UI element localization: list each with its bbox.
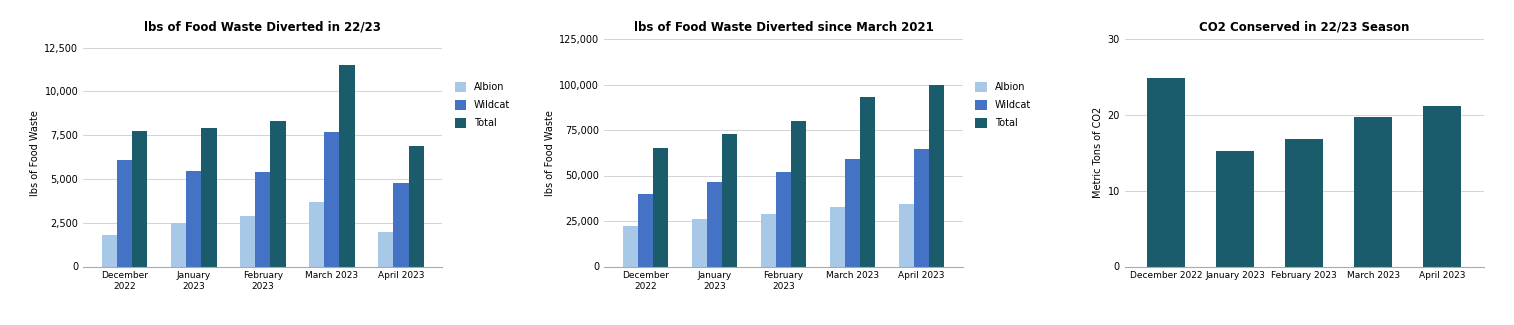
Y-axis label: Metric Tons of CO2: Metric Tons of CO2 <box>1093 107 1104 198</box>
Bar <box>309 202 324 266</box>
Bar <box>830 207 845 266</box>
Bar <box>101 235 117 266</box>
Bar <box>241 216 256 266</box>
Bar <box>692 219 707 266</box>
Bar <box>653 148 668 266</box>
Bar <box>256 172 271 266</box>
Bar <box>171 223 186 266</box>
Bar <box>1354 117 1393 266</box>
Title: lbs of Food Waste Diverted since March 2021: lbs of Food Waste Diverted since March 2… <box>634 21 933 34</box>
Bar <box>186 171 201 266</box>
Title: CO2 Conserved in 22/23 Season: CO2 Conserved in 22/23 Season <box>1199 21 1410 34</box>
Bar <box>409 146 424 266</box>
Bar <box>201 128 217 266</box>
Bar <box>914 149 930 266</box>
Legend: Albion, Wildcat, Total: Albion, Wildcat, Total <box>451 78 515 132</box>
Bar <box>792 121 807 266</box>
Bar <box>707 182 722 266</box>
Bar <box>930 85 945 266</box>
Bar <box>394 183 409 266</box>
Legend: Albion, Wildcat, Total: Albion, Wildcat, Total <box>972 78 1036 132</box>
Bar <box>132 131 147 266</box>
Bar <box>1216 151 1254 266</box>
Bar <box>117 160 132 266</box>
Y-axis label: lbs of Food Waste: lbs of Food Waste <box>30 110 41 196</box>
Y-axis label: lbs of Food Waste: lbs of Food Waste <box>545 110 554 196</box>
Bar <box>378 231 394 266</box>
Bar <box>845 159 860 266</box>
Title: lbs of Food Waste Diverted in 22/23: lbs of Food Waste Diverted in 22/23 <box>144 21 382 34</box>
Bar <box>271 121 286 266</box>
Bar <box>760 214 775 266</box>
Bar <box>622 227 637 266</box>
Bar <box>775 172 792 266</box>
Bar <box>1285 139 1323 266</box>
Bar <box>637 194 653 266</box>
Bar <box>899 204 914 266</box>
Bar <box>1423 107 1461 266</box>
Bar <box>339 65 354 266</box>
Bar <box>860 97 875 266</box>
Bar <box>1148 78 1185 266</box>
Bar <box>722 134 737 266</box>
Bar <box>324 132 339 266</box>
